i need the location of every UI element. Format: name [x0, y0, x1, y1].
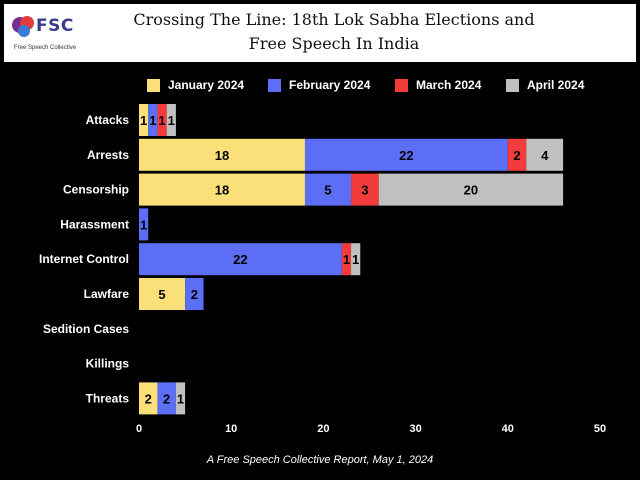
- fsc-logo: FSC Free Speech Collective: [10, 14, 90, 56]
- bar-segment: [185, 278, 204, 310]
- speech-bubbles-icon: [12, 16, 34, 37]
- bar-segment: [166, 104, 176, 136]
- footer-caption: A Free Speech Collective Report, May 1, …: [206, 454, 434, 466]
- bar-segment: [139, 208, 149, 241]
- category-label: Attacks: [86, 113, 130, 127]
- bar-segment: [351, 243, 361, 276]
- data-label: 1: [158, 113, 165, 128]
- bar-segment: [341, 243, 352, 276]
- data-label: 2: [513, 148, 520, 163]
- legend-label: April 2024: [527, 78, 585, 92]
- bar-segment: [148, 104, 158, 136]
- category-label: Sedition Cases: [43, 322, 129, 336]
- legend-item: April 2024: [506, 76, 584, 94]
- data-label: 4: [541, 148, 549, 163]
- legend-item: March 2024: [395, 76, 481, 94]
- header: FSC Free Speech Collective Crossing The …: [4, 4, 636, 62]
- bar-segment: [351, 173, 379, 206]
- category-label: Censorship: [63, 183, 129, 197]
- category-label: Internet Control: [39, 252, 129, 266]
- data-label: 1: [352, 252, 359, 267]
- data-label: 22: [399, 148, 413, 163]
- bar-segment: [139, 243, 342, 276]
- logo-subtitle: Free Speech Collective: [14, 45, 77, 51]
- bar-segment: [304, 173, 352, 206]
- category-label: Threats: [86, 391, 130, 405]
- title-line-2: Free Speech In India: [248, 34, 420, 53]
- bar-segment: [507, 138, 527, 171]
- x-tick-label: 10: [225, 423, 237, 435]
- data-label: 1: [149, 113, 156, 128]
- bar-segment: [157, 104, 167, 136]
- bar-segment: [139, 382, 158, 415]
- data-label: 3: [361, 183, 368, 198]
- data-label: 1: [177, 391, 184, 406]
- bar-segment: [139, 278, 186, 310]
- bar-segment: [139, 173, 305, 206]
- data-label: 18: [215, 148, 229, 163]
- data-label: 2: [163, 391, 170, 406]
- legend-swatch: [147, 78, 160, 92]
- legend-swatch: [268, 78, 281, 92]
- legend-label: February 2024: [289, 78, 371, 92]
- data-label: 1: [168, 113, 175, 128]
- data-label: 1: [343, 252, 350, 267]
- data-label: 5: [158, 287, 165, 302]
- data-label: 18: [215, 183, 229, 198]
- bar-segment: [139, 138, 305, 171]
- chart-title: Crossing The Line: 18th Lok Sabha Electi…: [124, 8, 544, 56]
- category-label: Harassment: [60, 217, 129, 231]
- legend-swatch: [506, 78, 519, 92]
- category-label: Arrests: [87, 148, 129, 162]
- data-label: 2: [191, 287, 198, 302]
- x-tick-label: 30: [409, 423, 421, 435]
- legend: January 2024 February 2024 March 2024 April…: [0, 76, 640, 94]
- legend-label: January 2024: [168, 78, 245, 92]
- bar-segment: [304, 138, 508, 171]
- data-label: 5: [324, 183, 331, 198]
- bar-segment: [157, 382, 176, 415]
- legend-swatch: [395, 78, 408, 92]
- category-label: Lawfare: [84, 287, 130, 301]
- data-label: 22: [233, 252, 247, 267]
- x-tick-label: 0: [136, 423, 142, 435]
- legend-label: March 2024: [416, 78, 482, 92]
- bar-segment: [175, 382, 186, 415]
- bar-segment: [378, 173, 564, 206]
- data-label: 1: [140, 113, 147, 128]
- data-label: 20: [464, 183, 478, 198]
- legend-item: January 2024: [147, 76, 244, 94]
- bar-segment: [526, 138, 564, 171]
- x-tick-label: 20: [317, 423, 329, 435]
- x-tick-label: 50: [594, 423, 606, 435]
- data-label: 2: [145, 391, 152, 406]
- legend-item: February 2024: [268, 76, 370, 94]
- title-line-1: Crossing The Line: 18th Lok Sabha Electi…: [133, 10, 535, 29]
- logo-text: FSC: [36, 16, 74, 36]
- bar-segment: [139, 104, 149, 136]
- x-tick-label: 40: [502, 423, 514, 435]
- data-label: 1: [140, 217, 147, 232]
- category-label: Killings: [86, 357, 130, 371]
